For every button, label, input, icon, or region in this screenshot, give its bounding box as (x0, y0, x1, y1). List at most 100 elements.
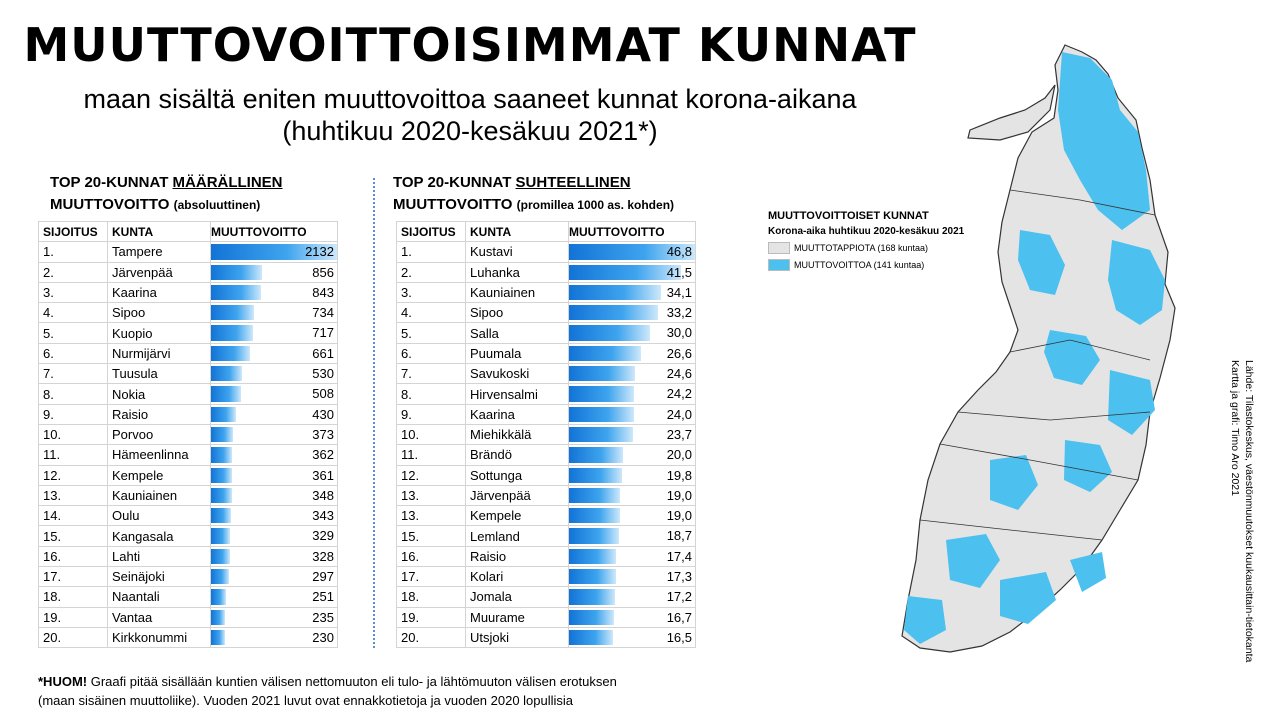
map-gain-region-north-east (1108, 240, 1165, 325)
right-value-label: 41,5 (666, 264, 692, 280)
right-bar (569, 467, 623, 483)
right-bar (569, 345, 641, 362)
right-rank: 20. (396, 626, 466, 649)
left-value-cell: 251 (210, 586, 338, 608)
left-row: 17. Seinäjoki 297 (38, 566, 338, 588)
left-bar (211, 366, 243, 382)
right-row: 16. Raisio 17,4 (396, 545, 696, 568)
right-ranking-table: SIJOITUS KUNTA MUUTTOVOITTO 1. Kustavi 46,8 2.… (396, 220, 696, 649)
right-row: 15. Lemland 18,7 (396, 525, 696, 547)
right-municipality: Muurame (465, 606, 569, 628)
left-municipality: Raisio (107, 403, 211, 425)
left-value-cell: 329 (210, 525, 338, 547)
left-rank: 5. (38, 322, 108, 344)
left-bar (211, 528, 231, 544)
left-value-label: 329 (312, 528, 334, 544)
right-rank: 6. (396, 342, 466, 365)
map-gain-region-southwest (904, 596, 946, 644)
right-rank: 16. (396, 545, 466, 568)
left-rank: 2. (38, 261, 108, 283)
left-value-label: 362 (312, 447, 334, 463)
left-rank: 12. (38, 464, 108, 486)
right-value-label: 17,3 (666, 569, 692, 585)
right-bar (569, 487, 621, 504)
legend-item-loss: MUUTTOTAPPIOTA (168 kuntaa) (768, 242, 964, 254)
legend-subtitle: Korona-aika huhtikuu 2020-kesäkuu 2021 (768, 226, 965, 237)
right-municipality: Puumala (465, 342, 569, 365)
right-bar (569, 589, 616, 605)
right-rank: 8. (396, 383, 466, 405)
left-heading-line2: MUUTTOVOITTO (50, 196, 170, 213)
left-row: 2. Järvenpää 856 (38, 261, 338, 283)
left-bar (211, 508, 232, 524)
right-value-cell: 19,0 (568, 505, 696, 527)
left-value-cell: 530 (210, 363, 338, 385)
left-bar (211, 345, 251, 362)
right-rank: 3. (396, 281, 466, 304)
left-municipality: Sipoo (107, 302, 211, 324)
right-value-label: 18,7 (666, 528, 692, 544)
left-bar (211, 629, 225, 646)
right-municipality: Brändö (465, 444, 569, 466)
right-value-label: 26,6 (666, 345, 692, 361)
right-bar (569, 264, 681, 280)
right-value-cell: 16,7 (568, 606, 696, 628)
right-municipality: Hirvensalmi (465, 383, 569, 405)
left-municipality: Vantaa (107, 606, 211, 628)
right-rank: 15. (396, 525, 466, 547)
right-municipality: Salla (465, 322, 569, 344)
right-header-value: MUUTTOVOITTO (568, 220, 696, 243)
right-municipality: Sottunga (465, 464, 569, 486)
right-row: 4. Sipoo 33,2 (396, 302, 696, 324)
left-value-cell: 734 (210, 302, 338, 324)
right-bar (569, 447, 623, 463)
right-municipality: Järvenpää (465, 484, 569, 507)
left-row: 20. Kirkkonummi 230 (38, 626, 338, 649)
right-rank: 10. (396, 423, 466, 446)
left-bar (211, 589, 226, 605)
left-rank: 7. (38, 363, 108, 385)
left-bar (211, 264, 262, 280)
right-table-heading: TOP 20-KUNNAT SUHTEELLINEN MUUTTOVOITTO … (393, 172, 674, 216)
left-value-cell: 230 (210, 626, 338, 649)
right-header-row: SIJOITUS KUNTA MUUTTOVOITTO (396, 220, 696, 243)
map-gain-region-tampere (946, 534, 1000, 588)
left-row: 16. Lahti 328 (38, 545, 338, 568)
right-municipality: Savukoski (465, 363, 569, 385)
left-municipality: Kaarina (107, 281, 211, 304)
right-bar (569, 284, 661, 301)
left-heading-underlined: MÄÄRÄLLINEN (172, 174, 283, 191)
left-value-label: 235 (312, 609, 334, 625)
legend-item-gain: MUUTTOVOITTOA (141 kuntaa) (768, 259, 964, 271)
right-row: 5. Salla 30,0 (396, 322, 696, 344)
footnote: *HUOM! Graafi pitää sisällään kuntien vä… (38, 672, 617, 710)
left-rank: 15. (38, 525, 108, 547)
left-heading-plain: TOP 20-KUNNAT (50, 174, 173, 191)
legend-label-gain: MUUTTOVOITTOA (141 kuntaa) (794, 260, 925, 270)
left-header-name: KUNTA (107, 220, 211, 243)
right-header-name: KUNTA (465, 220, 569, 243)
left-value-cell: 843 (210, 281, 338, 304)
right-bar (569, 305, 659, 321)
right-row: 2. Luhanka 41,5 (396, 261, 696, 283)
left-row: 14. Oulu 343 (38, 505, 338, 527)
map-gain-region-south (1000, 572, 1056, 624)
right-municipality: Kolari (465, 566, 569, 588)
left-value-cell: 373 (210, 423, 338, 446)
right-municipality: Miehikkälä (465, 423, 569, 446)
right-rank: 5. (396, 322, 466, 344)
right-bar (569, 528, 620, 544)
right-row: 17. Kolari 17,3 (396, 566, 696, 588)
right-rank: 13. (396, 505, 466, 527)
left-value-cell: 661 (210, 342, 338, 365)
right-rank: 1. (396, 241, 466, 263)
right-rank: 17. (396, 566, 466, 588)
left-ranking-table: SIJOITUS KUNTA MUUTTOVOITTO 1. Tampere 2132 2.… (38, 220, 338, 649)
left-row: 13. Kauniainen 348 (38, 484, 338, 507)
left-value-cell: 348 (210, 484, 338, 507)
left-value-label: 734 (312, 305, 334, 321)
right-rank: 9. (396, 403, 466, 425)
right-bar (569, 244, 695, 260)
left-rank: 4. (38, 302, 108, 324)
left-bar (211, 447, 233, 463)
